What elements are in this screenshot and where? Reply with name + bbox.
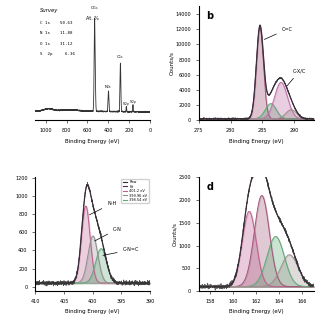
Text: S$_{2p}$: S$_{2p}$ [122, 100, 131, 109]
Text: O$_{1s}$: O$_{1s}$ [91, 4, 99, 12]
Y-axis label: Counts/s: Counts/s [169, 52, 174, 75]
Text: C 1s    50.63: C 1s 50.63 [40, 21, 72, 25]
Text: C-N=C: C-N=C [103, 247, 139, 255]
Text: N-H: N-H [90, 201, 116, 215]
Text: At. %: At. % [86, 15, 99, 20]
Text: N 1s    11.88: N 1s 11.88 [40, 31, 72, 36]
Text: S$_{2p}$: S$_{2p}$ [129, 98, 137, 107]
Text: C$_{1s}$: C$_{1s}$ [116, 54, 124, 61]
Text: C=C: C=C [264, 27, 292, 39]
Text: S  2p     6.36: S 2p 6.36 [40, 52, 75, 56]
Text: N$_{1s}$: N$_{1s}$ [104, 84, 113, 92]
Y-axis label: Counts/s: Counts/s [172, 222, 177, 246]
X-axis label: Binding Energy (eV): Binding Energy (eV) [229, 139, 284, 143]
Legend: Raw, Fit, 401.2 eV, 399.96 eV, 398.54 eV: Raw, Fit, 401.2 eV, 399.96 eV, 398.54 eV [122, 179, 148, 203]
Text: O 1s    31.12: O 1s 31.12 [40, 42, 72, 46]
Text: C-X/C: C-X/C [287, 68, 306, 86]
Text: d: d [207, 182, 214, 192]
Text: b: b [207, 11, 214, 21]
Text: Survey: Survey [40, 8, 58, 12]
Text: C-N: C-N [95, 227, 122, 241]
X-axis label: Binding Energy (eV): Binding Energy (eV) [65, 309, 120, 314]
X-axis label: Binding Energy (eV): Binding Energy (eV) [229, 309, 284, 314]
X-axis label: Binding Energy (eV): Binding Energy (eV) [65, 139, 120, 143]
